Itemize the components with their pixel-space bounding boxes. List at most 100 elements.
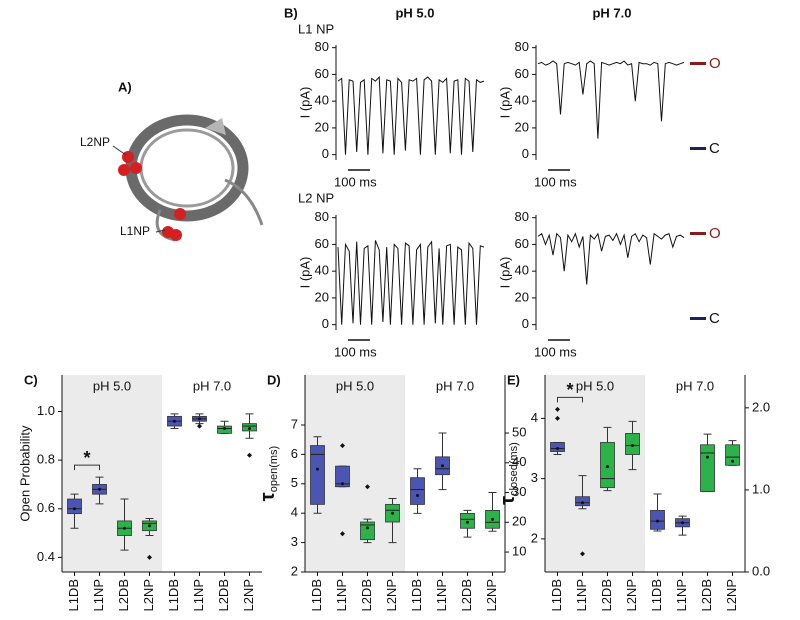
closed-level-label: C [709,310,720,327]
whisker-low [413,504,422,514]
x-tick-label: L1NP [674,579,689,612]
y-axis-label: I (pA) [497,87,512,119]
whisker-low [463,528,472,538]
y-tick-label: 0.6 [37,500,55,515]
y-tick-label: 80 [515,39,529,54]
mean [706,455,709,459]
whisker-low [678,526,687,536]
protein-structure [112,114,264,242]
x-tick-label: L2NP [624,579,639,612]
scale-bar-label: 100 ms [334,344,377,359]
mean [631,443,634,447]
y-tick-label: 80 [515,209,529,224]
closed-level-label: C [709,140,720,157]
box [550,442,565,452]
whisker-high [120,498,129,521]
helix [205,118,226,135]
y-tick-label: 60 [315,236,329,251]
whisker-high [195,413,204,417]
significance-label: * [83,448,90,468]
x-tick-label: L2NP [384,579,399,612]
group-label: pH 5.0 [93,378,131,393]
box [725,444,740,466]
y2-tick-label: 40 [512,454,526,469]
y-tick-label: 6 [291,446,298,461]
whisker-high [578,475,587,497]
y-tick-label: 0 [522,146,529,161]
panel-label: B) [284,5,298,20]
whisker-high [363,518,372,523]
y-tick-label: 60 [515,66,529,81]
whisker-high [413,468,422,478]
group-label: pH 5.0 [336,378,374,393]
row-label: L2 NP [298,190,334,205]
whisker-high [438,432,447,457]
whisker-low [120,535,129,551]
shaded-region [545,375,645,572]
current-trace [337,240,485,325]
whisker-high [95,476,104,485]
y-axis-symbol: τ [497,496,519,505]
site-atom [122,151,134,163]
mean [98,487,101,491]
x-tick-label: L1DB [649,579,664,612]
ring-inner [139,128,235,208]
whisker-high [703,433,712,445]
whisker-low [438,474,447,491]
x-tick-label: L1DB [409,579,424,612]
mean [198,417,201,421]
y-tick-label: 80 [315,209,329,224]
y-tick-label: 7 [291,416,298,431]
whisker-high [628,420,637,434]
y-tick-label: 0.8 [37,452,55,467]
box [700,444,715,492]
significance-bracket [74,464,100,471]
outlier [340,531,345,537]
y-tick-label: 4 [531,410,538,425]
scale-bar-label: 100 ms [534,344,577,359]
mean [416,494,419,498]
mean [466,520,469,524]
y-tick-label: 20 [315,119,329,134]
scale-bar-label: 100 ms [334,174,377,189]
y-tick-label: 3 [531,470,538,485]
current-trace [337,75,485,155]
y-tick-label: 40 [515,263,529,278]
x-tick-label: L2NP [141,579,156,612]
y-tick-label: 0 [322,146,329,161]
box [600,442,615,489]
mean [556,446,559,450]
open-level-marker [690,62,706,65]
whisker-high [678,515,687,519]
y2-tick-label: 50 [512,424,526,439]
panel-label: E) [507,372,520,387]
box [67,498,82,515]
site-atom [118,164,130,176]
y-tick-label: 20 [315,289,329,304]
mean [73,507,76,511]
current-trace [537,60,685,139]
mean [491,517,494,521]
box [625,433,640,455]
y2-tick-label: 30 [512,484,526,499]
pointer [112,145,127,156]
mean [248,427,251,431]
row-label: L1 NP [298,21,334,36]
box [575,496,590,507]
mean [581,501,584,505]
whisker-high [463,509,472,514]
x-tick-label: L2NP [241,579,256,612]
outlier [555,415,560,421]
y-axis-label: Open Probability [17,425,32,522]
open-level-label: O [709,225,721,242]
outlier [365,484,370,490]
whisker-high [603,426,612,443]
y-axis-label: τopen(ms) [257,446,280,501]
x-tick-label: L2DB [359,579,374,612]
whisker-low [70,513,79,529]
x-tick-label: L2NP [724,579,739,612]
box [335,465,350,488]
whisker-low [145,530,154,537]
x-tick-label: L1NP [434,579,449,612]
y-tick-label: 40 [515,93,529,108]
